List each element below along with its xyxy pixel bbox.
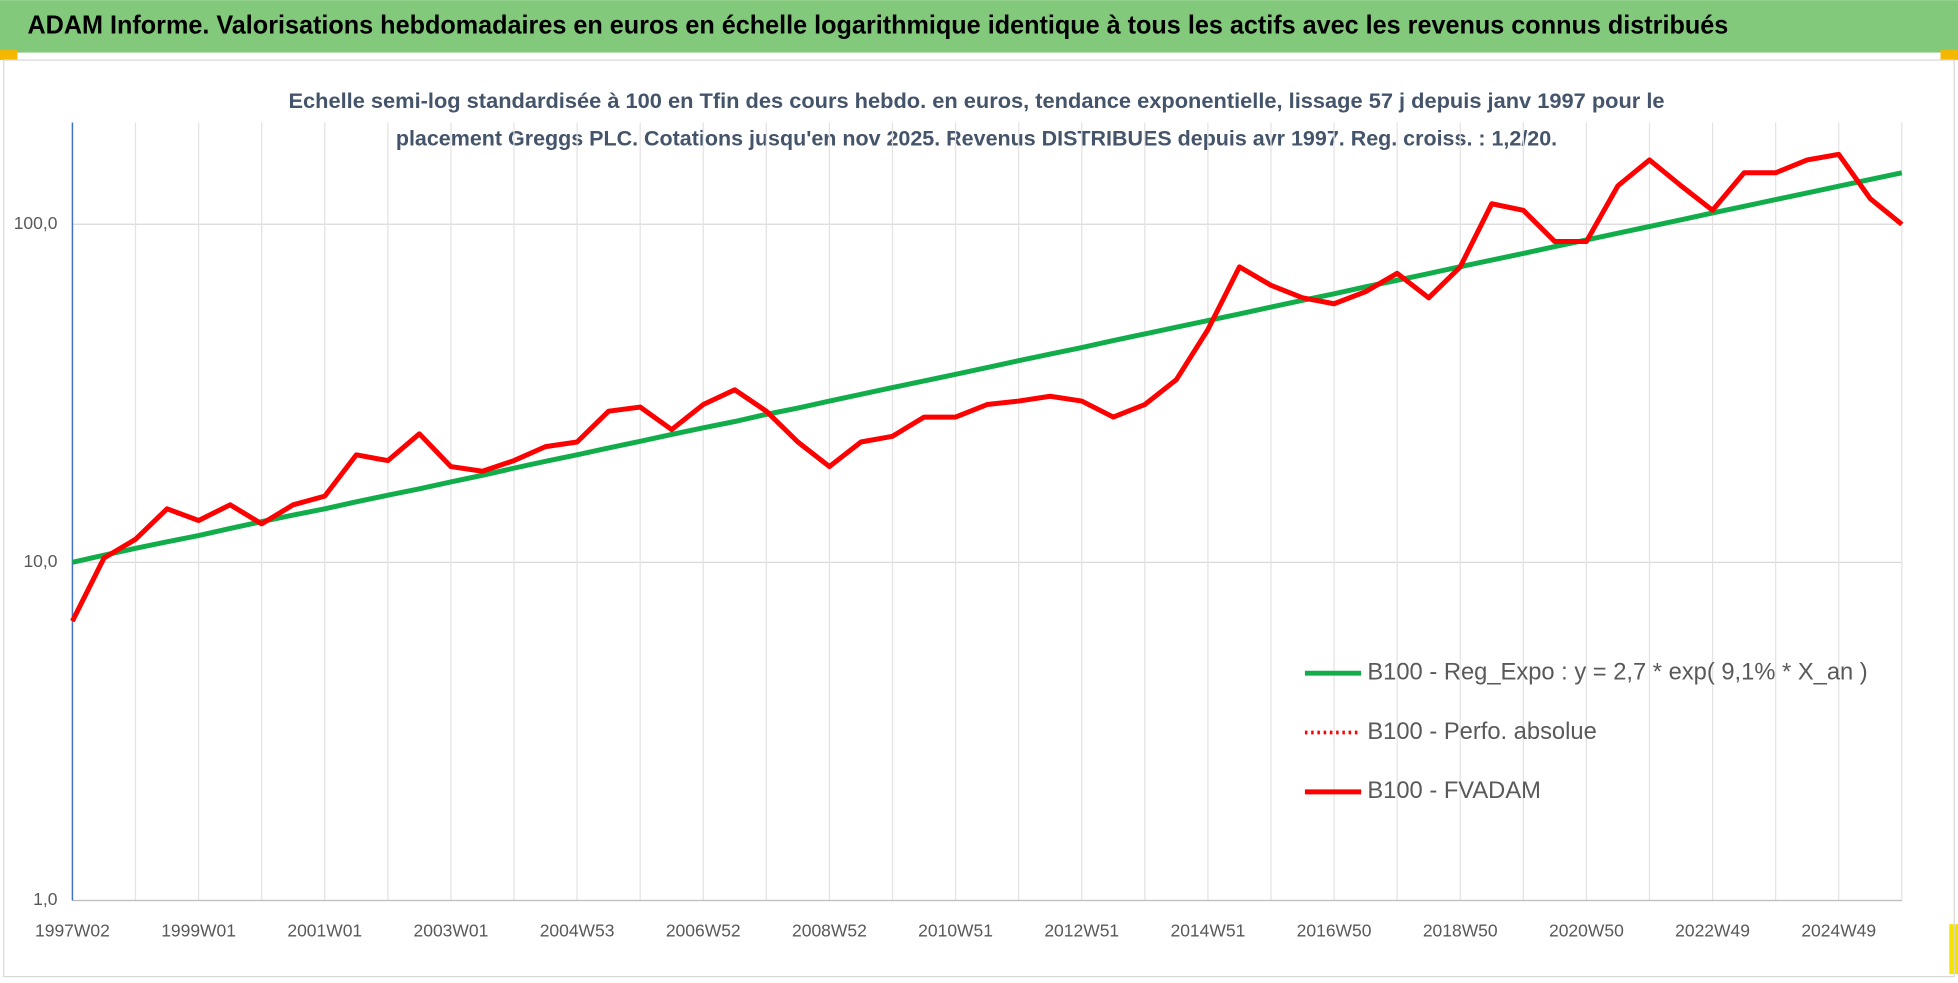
legend-label: B100 - FVADAM <box>1367 778 1541 804</box>
x-tick-label: 2008W52 <box>792 920 867 940</box>
x-tick-label: 2022W49 <box>1675 920 1750 940</box>
x-tick-label: 2014W51 <box>1171 920 1246 940</box>
legend-label: B100 - Perfo. absolue <box>1367 719 1596 745</box>
y-tick-label: 100,0 <box>14 213 58 233</box>
grid <box>72 122 1903 902</box>
x-tick-label: 2024W49 <box>1801 920 1876 940</box>
x-tick-label: 2018W50 <box>1423 920 1498 940</box>
corner-mark <box>1940 50 1958 61</box>
chart-frame <box>3 59 1955 978</box>
x-tick-label: 2006W52 <box>666 920 741 940</box>
corner-mark <box>0 50 18 61</box>
legend-label: B100 - Reg_Expo : y = 2,7 * exp( 9,1% * … <box>1367 659 1867 685</box>
y-tick-label: 10,0 <box>23 551 57 571</box>
x-tick-label: 1999W01 <box>161 920 236 940</box>
chart-subtitle: placement Greggs PLC. Cotations jusqu'en… <box>396 128 1557 151</box>
x-tick-label: 2001W01 <box>287 920 362 940</box>
x-tick-label: 1997W02 <box>35 920 110 940</box>
lines <box>70 151 1904 623</box>
title-band <box>0 0 1958 53</box>
x-tick-label: 2004W53 <box>540 920 615 940</box>
chart-title: ADAM Informe. Valorisations hebdomadaire… <box>27 9 1728 39</box>
chart-subtitle: Echelle semi-log standardisée à 100 en T… <box>288 90 1664 113</box>
x-tick-label: 2003W01 <box>414 920 489 940</box>
x-tick-label: 2010W51 <box>918 920 993 940</box>
series-line <box>71 170 1903 565</box>
x-tick-label: 2012W51 <box>1044 920 1119 940</box>
legend: B100 - Reg_Expo : y = 2,7 * exp( 9,1% * … <box>1304 659 1868 804</box>
axes: 1,0 10,0 100,0 1997W02 1999W01 2001W01 2003W01… <box>14 122 1902 940</box>
y-tick-label: 1,0 <box>33 889 58 909</box>
x-tick-label: 2016W50 <box>1297 920 1372 940</box>
x-tick-label: 2020W50 <box>1549 920 1624 940</box>
series-line <box>70 151 1904 623</box>
